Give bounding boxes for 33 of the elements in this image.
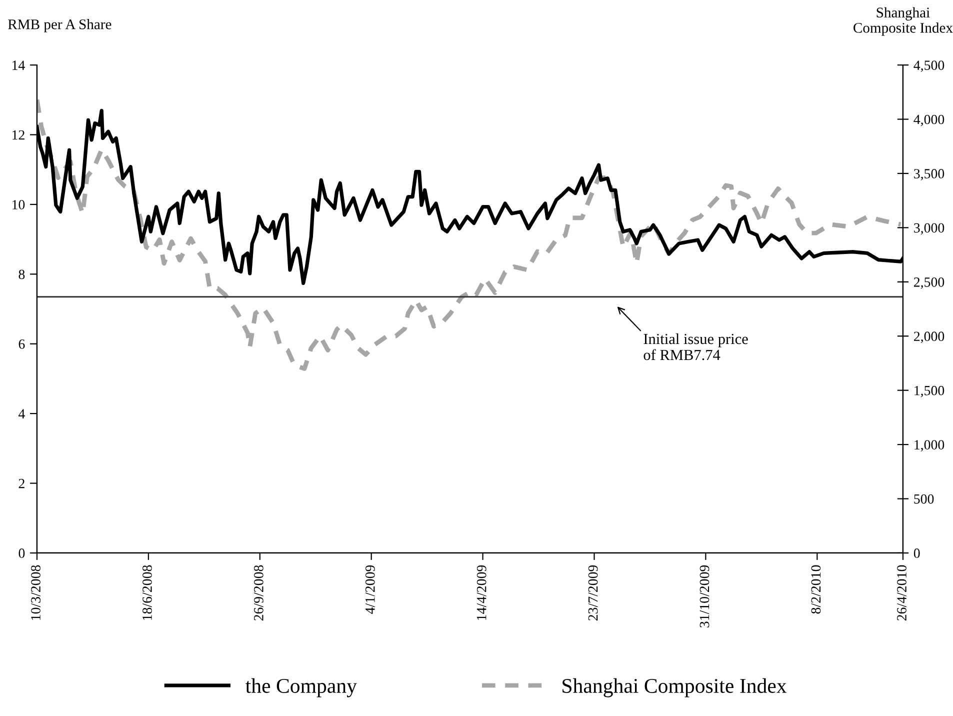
x-tick-label: 14/4/2009: [476, 565, 486, 620]
x-tick-label: 31/10/2009: [700, 565, 710, 628]
y-tick-label: 6: [18, 339, 25, 349]
x-tick-label: 26/4/2010: [897, 565, 906, 620]
x-tick-label: 18/6/2008: [142, 565, 152, 620]
y-tick-label: 14: [12, 60, 25, 70]
y-tick-label: 0: [18, 548, 25, 558]
y-axis-title: RMB per A Share: [8, 18, 112, 32]
line-series: [36, 97, 903, 371]
legend-label: Shanghai Composite Index: [562, 678, 787, 698]
y-tick-label: 8: [18, 270, 25, 280]
x-tick-label: 10/3/2008: [31, 565, 40, 620]
y2-tick-label: 4,500: [914, 60, 944, 72]
y-tick-label: 4: [18, 409, 25, 418]
y2-tick-label: 1,500: [914, 386, 944, 398]
x-tick-label: 8/2/2010: [811, 565, 821, 614]
y2-tick-label: 4,000: [914, 114, 944, 126]
y2-tick-label: 3,000: [914, 223, 944, 235]
y2-tick-label: 500: [914, 494, 934, 504]
legend-label: the Company: [246, 678, 357, 698]
y2-tick-label: 2,000: [914, 332, 944, 344]
y2-tick-label: 3,500: [914, 169, 944, 180]
y-tick-label: 2: [18, 478, 24, 488]
x-tick-label: 4/1/2009: [365, 565, 375, 614]
y2-tick-label: 1,000: [914, 440, 944, 452]
y2-tick-label: 2,500: [914, 277, 944, 289]
y2-axis-title: Shanghai Composite Index: [854, 7, 953, 36]
annotation: Initial issue price of RMB7.74: [644, 333, 748, 360]
x-tick-label: 26/9/2008: [254, 565, 264, 620]
x-tick-label: 23/7/2009: [588, 565, 598, 620]
y-tick-label: 10: [12, 200, 25, 210]
y-tick-label: 12: [12, 130, 24, 140]
y2-tick-label: 0: [914, 548, 920, 558]
